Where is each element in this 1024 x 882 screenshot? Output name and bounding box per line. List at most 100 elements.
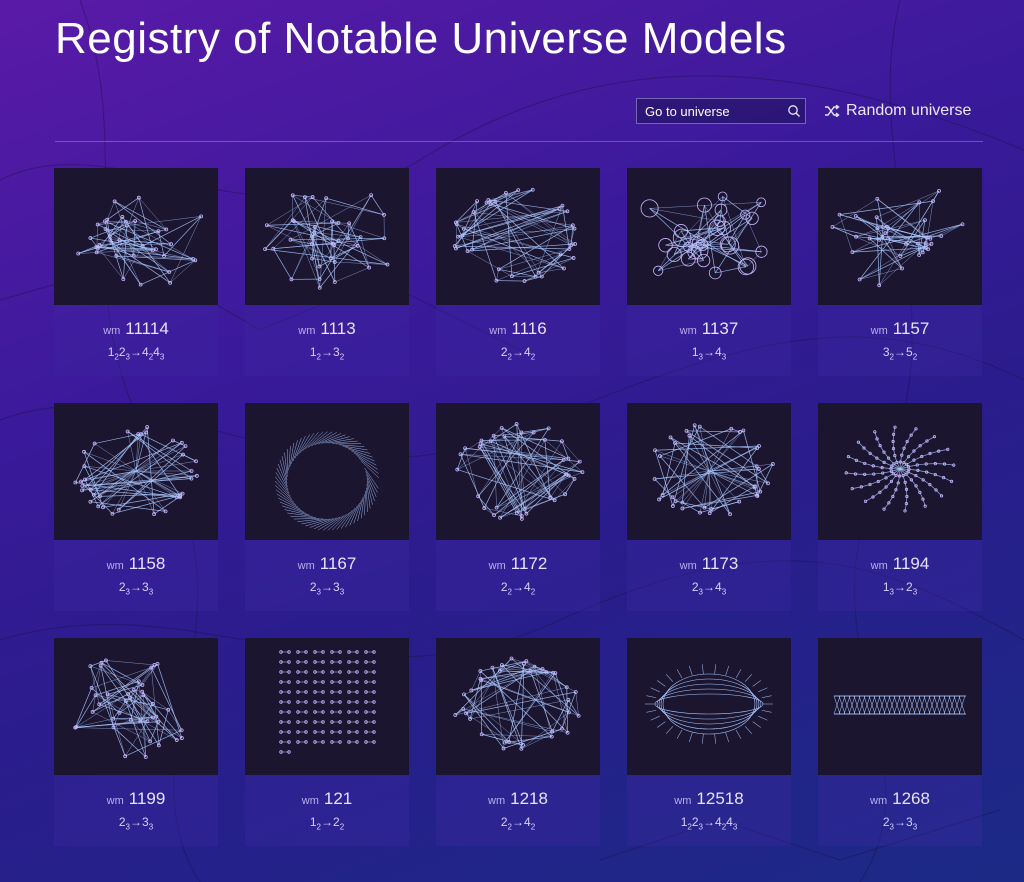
universe-label: wm 1199 [107,789,166,809]
universe-label: wm 1173 [680,554,739,574]
universe-label: wm 1158 [107,554,166,574]
universe-thumbnail[interactable] [245,168,409,305]
universe-rule: 22→42 [500,345,536,362]
universe-card[interactable]: wm 1158 23→33 [54,403,218,611]
header-divider [55,141,983,142]
universe-prefix: wm [297,560,315,572]
universe-thumbnail[interactable] [627,168,791,305]
universe-id: 1157 [892,319,930,338]
universe-thumbnail[interactable] [818,403,982,540]
universe-card[interactable]: wm 1137 13→43 [627,168,791,376]
universe-thumbnail[interactable] [245,403,409,540]
universe-graph [453,656,581,751]
universe-rule: 23→33 [882,815,918,832]
universe-prefix: wm [298,325,316,337]
universe-graph [830,188,965,288]
universe-rule: 23→43 [691,580,727,597]
universe-card[interactable]: wm 1173 23→43 [627,403,791,611]
universe-card[interactable]: wm 1167 23→33 [245,403,409,611]
random-universe-button[interactable]: Random universe [824,102,971,120]
universe-card[interactable]: wm 1194 13→23 [818,403,982,611]
universe-label: wm 1157 [871,319,930,339]
universe-thumbnail[interactable] [245,638,409,775]
universe-prefix: wm [488,560,506,572]
universe-prefix: wm [301,795,319,807]
universe-graph [833,695,966,715]
universe-card[interactable]: wm 1113 12→32 [245,168,409,376]
universe-rule: 1223→4243 [680,815,738,832]
universe-id: 1199 [128,789,166,808]
universe-id: 121 [323,789,353,808]
universe-thumbnail[interactable] [627,638,791,775]
universe-rule: 12→22 [309,815,345,832]
universe-id: 1218 [510,789,548,808]
universe-thumbnail[interactable] [54,638,218,775]
toolbar: Random universe [636,97,971,125]
page-title: Registry of Notable Universe Models [55,14,787,63]
universe-thumbnail[interactable] [436,403,600,540]
universe-card[interactable]: wm 1116 22→42 [436,168,600,376]
universe-card[interactable]: wm 1172 22→42 [436,403,600,611]
universe-rule: 32→52 [882,345,918,362]
universe-graph [640,191,768,280]
universe-label: wm 1194 [871,554,930,574]
search-input[interactable] [637,103,783,119]
universe-label: wm 1218 [488,789,548,809]
universe-card[interactable]: wm 1218 22→42 [436,638,600,846]
universe-label: wm 1137 [680,319,739,339]
universe-graph [73,658,184,759]
universe-prefix: wm [106,795,124,807]
universe-rule: 23→33 [309,580,345,597]
universe-graph [263,193,390,290]
universe-graph [452,187,577,283]
universe-card[interactable]: wm 11114 1223→4243 [54,168,218,376]
search-box [636,98,806,124]
universe-card[interactable]: wm 12518 1223→4243 [627,638,791,846]
universe-id: 1194 [892,554,930,573]
universe-thumbnail[interactable] [54,168,218,305]
universe-id: 1137 [701,319,739,338]
universe-graph [455,422,585,521]
universe-thumbnail[interactable] [54,403,218,540]
universe-graph [73,425,199,516]
universe-id: 1167 [319,554,357,573]
universe-card[interactable]: wm 121 12→22 [245,638,409,846]
universe-id: 1116 [511,319,547,338]
universe-label: wm 1268 [870,789,930,809]
universe-card[interactable]: wm 1157 32→52 [818,168,982,376]
universe-grid: wm 11114 1223→4243 wm 1113 12→32 wm 1116 22→42 wm… [54,168,982,846]
universe-prefix: wm [106,560,124,572]
universe-graph [652,423,775,517]
universe-rule: 23→33 [118,815,154,832]
universe-prefix: wm [488,795,506,807]
universe-label: wm 1167 [298,554,357,574]
universe-label: wm 12518 [674,789,743,809]
universe-graph [76,195,204,287]
universe-graph [645,664,773,744]
random-universe-label: Random universe [846,102,972,119]
universe-thumbnail[interactable] [818,638,982,775]
universe-thumbnail[interactable] [627,403,791,540]
universe-thumbnail[interactable] [436,168,600,305]
universe-prefix: wm [674,795,692,807]
universe-id: 1173 [701,554,739,573]
search-icon[interactable] [783,100,805,122]
universe-prefix: wm [679,325,697,337]
universe-id: 1158 [128,554,166,573]
universe-rule: 1223→4243 [107,345,165,362]
universe-prefix: wm [870,795,888,807]
universe-id: 1268 [892,789,930,808]
universe-rule: 22→42 [500,580,536,597]
universe-rule: 13→43 [691,345,727,362]
universe-thumbnail[interactable] [818,168,982,305]
universe-label: wm 11114 [103,319,169,339]
universe-graph [844,425,956,513]
universe-card[interactable]: wm 1199 23→33 [54,638,218,846]
universe-thumbnail[interactable] [436,638,600,775]
universe-graph [274,431,380,531]
universe-rule: 13→23 [882,580,918,597]
universe-id: 1172 [510,554,548,573]
universe-card[interactable]: wm 1268 23→33 [818,638,982,846]
universe-rule: 23→33 [118,580,154,597]
universe-prefix: wm [103,325,121,337]
